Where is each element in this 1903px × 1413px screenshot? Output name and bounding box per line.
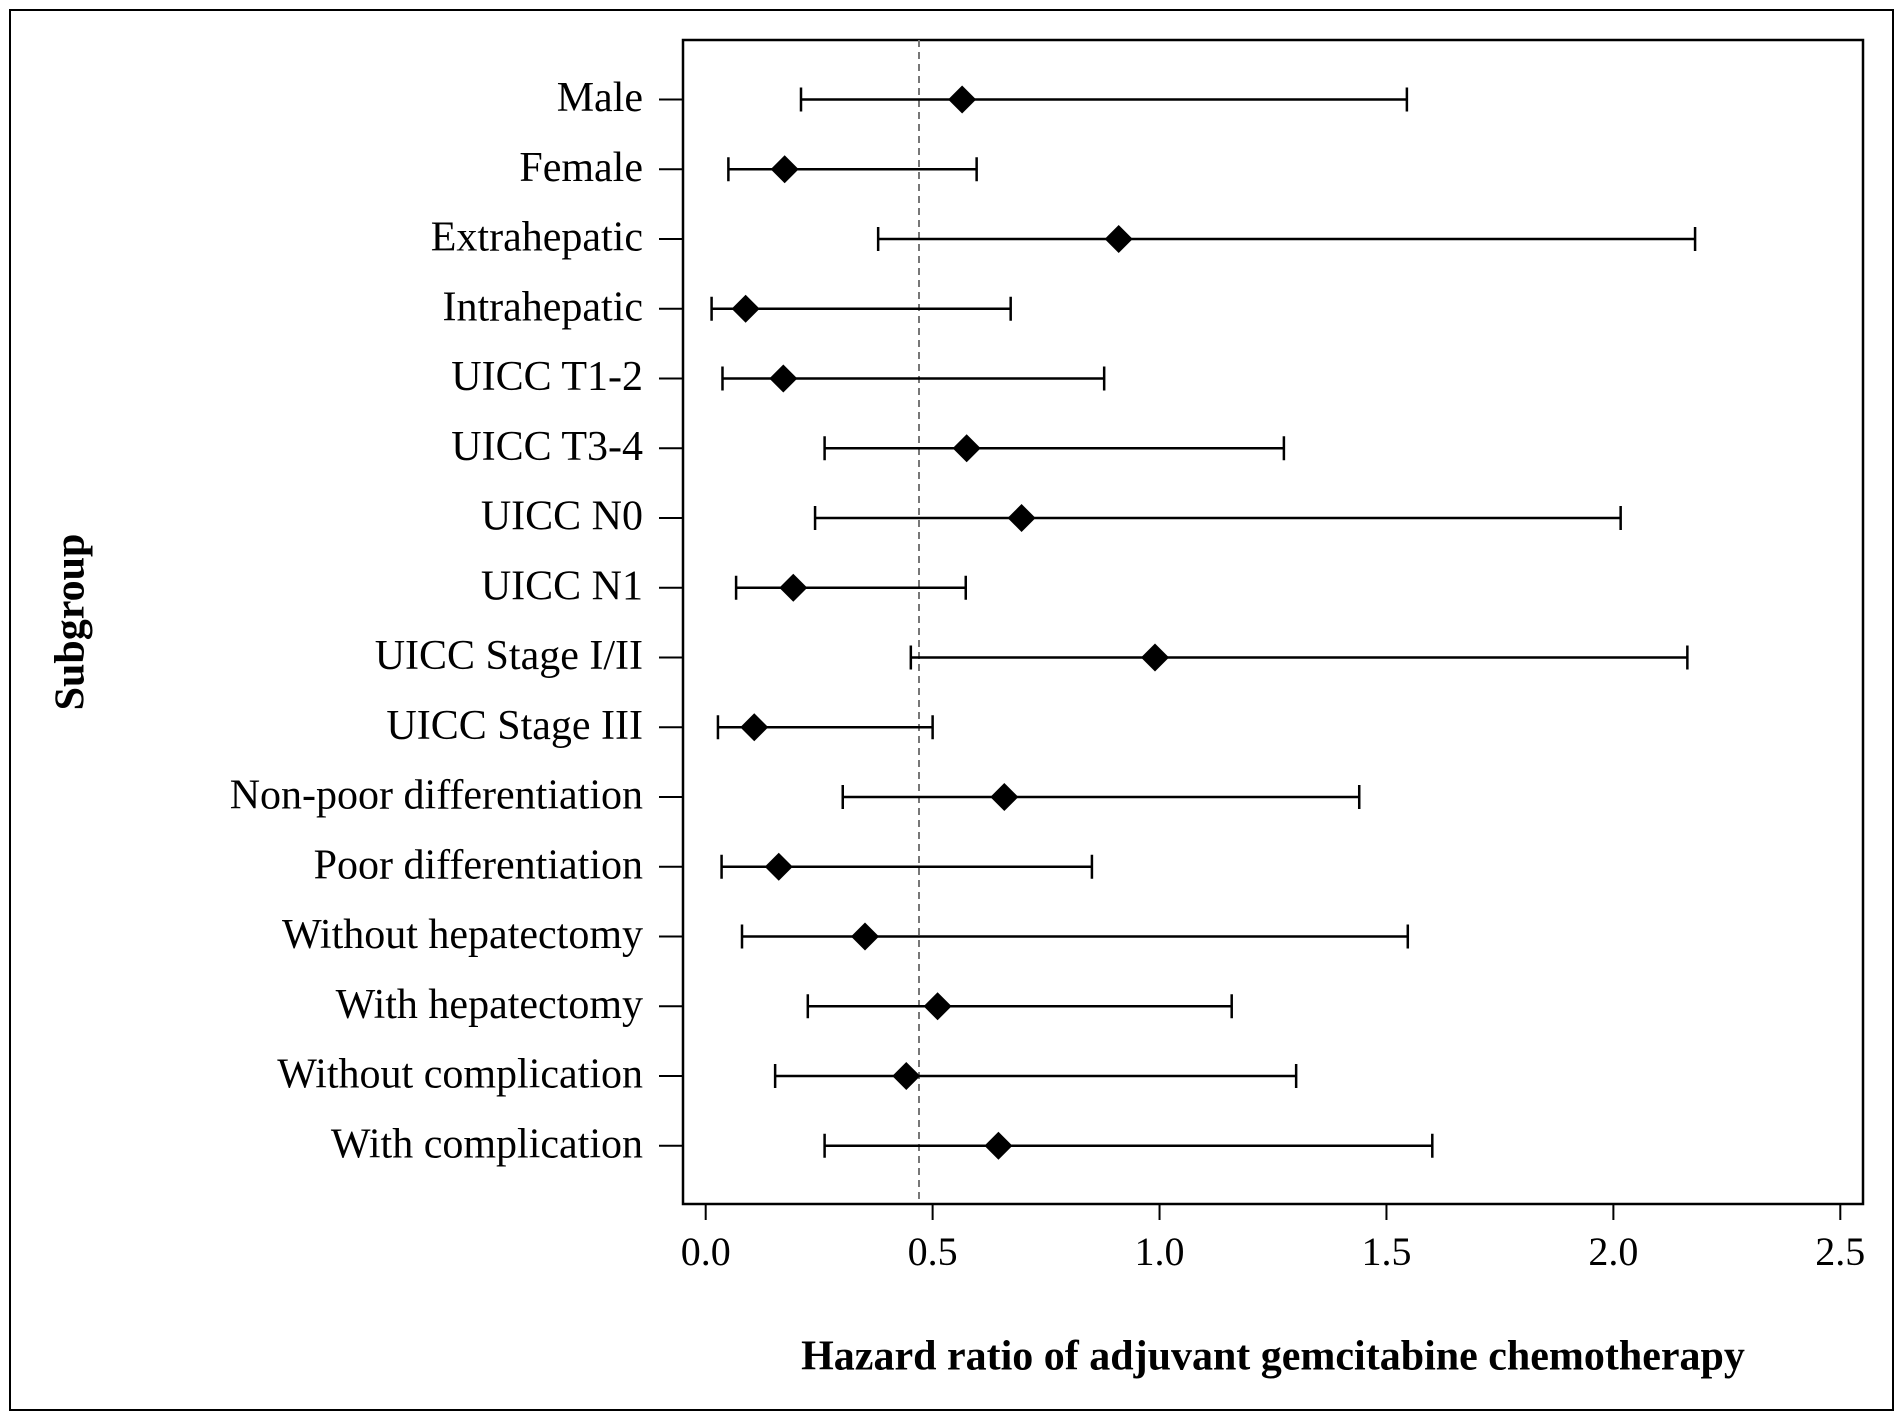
- estimate-diamond: [1007, 504, 1036, 532]
- estimate-diamond: [1104, 225, 1133, 253]
- estimate-diamond: [770, 155, 799, 184]
- y-tick-label: Female: [519, 145, 643, 191]
- x-tick-label: 2.5: [1815, 1229, 1865, 1274]
- x-tick-label: 1.0: [1135, 1229, 1185, 1274]
- estimate-diamond: [779, 573, 808, 602]
- estimate-diamond: [948, 85, 977, 114]
- y-tick-label: Extrahepatic: [431, 215, 643, 261]
- x-axis-label: Hazard ratio of adjuvant gemcitabine che…: [801, 1334, 1745, 1380]
- estimate-diamond: [850, 922, 879, 951]
- estimate-diamond: [984, 1131, 1013, 1160]
- x-tick-label: 1.5: [1361, 1229, 1411, 1274]
- x-tick-label: 2.0: [1588, 1229, 1638, 1274]
- x-tick-label: 0.5: [908, 1229, 958, 1274]
- y-axis-label: Subgroup: [48, 534, 94, 711]
- plot-frame: [681, 38, 1865, 1206]
- estimate-diamond: [892, 1062, 921, 1090]
- y-tick-label: UICC Stage III: [386, 703, 643, 749]
- y-tick-label: Without complication: [277, 1052, 643, 1098]
- y-tick-label: With hepatectomy: [336, 982, 643, 1028]
- y-tick-label: UICC T1-2: [451, 354, 643, 400]
- estimate-diamond: [952, 434, 981, 463]
- estimate-diamond: [740, 713, 769, 742]
- estimate-diamond: [731, 294, 760, 323]
- outer-border: [9, 9, 1894, 1411]
- y-tick-label: UICC N0: [481, 494, 643, 540]
- estimate-diamond: [923, 992, 952, 1021]
- y-tick-label: Poor differentiation: [314, 842, 643, 888]
- y-tick-label: Male: [557, 75, 643, 121]
- y-tick-label: Without hepatectomy: [282, 912, 643, 958]
- estimate-diamond: [764, 852, 793, 881]
- estimate-diamond: [769, 364, 798, 393]
- x-tick-label: 0.0: [681, 1229, 731, 1274]
- y-tick-label: Intrahepatic: [442, 284, 643, 330]
- y-tick-label: UICC Stage I/II: [375, 633, 643, 679]
- y-tick-label: Non-poor differentiation: [230, 773, 643, 819]
- y-tick-label: With complication: [331, 1121, 643, 1167]
- y-tick-label: UICC N1: [481, 563, 643, 609]
- y-tick-label: UICC T3-4: [451, 424, 643, 470]
- estimate-diamond: [1141, 643, 1169, 672]
- estimate-diamond: [990, 783, 1019, 811]
